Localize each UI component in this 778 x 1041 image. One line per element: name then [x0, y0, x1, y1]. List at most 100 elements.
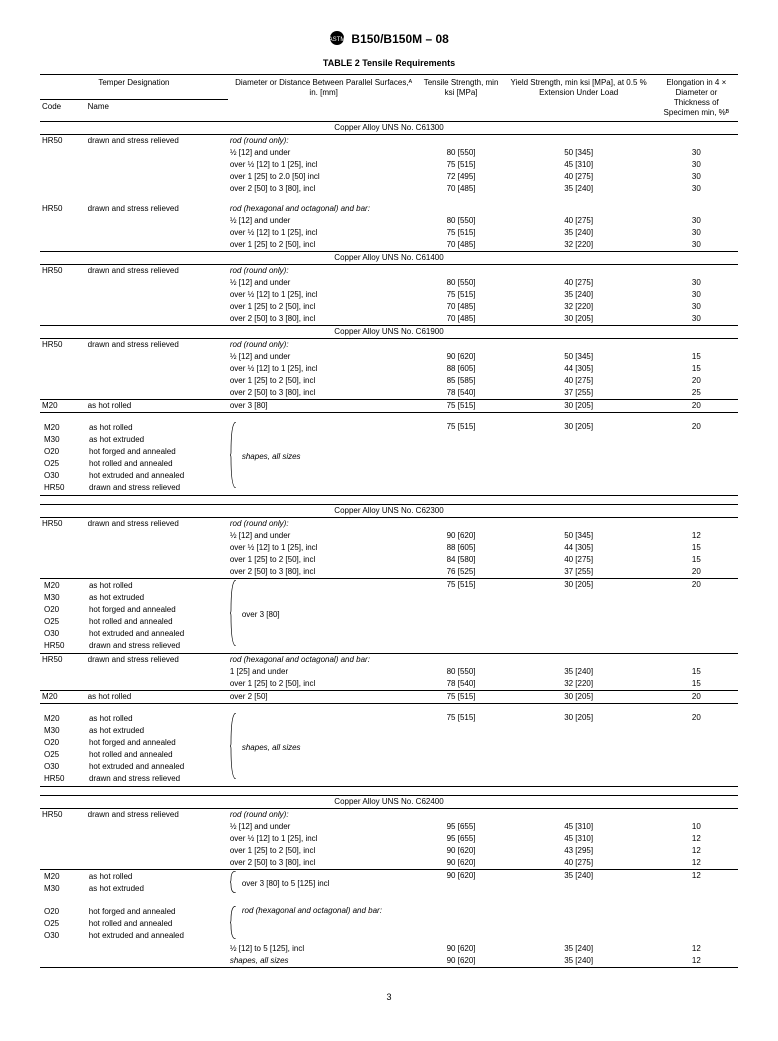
diam-desc: ½ [12] and under	[228, 530, 420, 542]
yield-val: 44 [305]	[503, 363, 655, 375]
yield-val: 30 [205]	[503, 712, 655, 787]
table-row: ½ [12] and under90 [620]50 [345]15	[40, 351, 738, 363]
elong-val: 15	[655, 678, 738, 691]
yield-val: 30 [205]	[503, 421, 655, 496]
temper-name: drawn and stress relieved	[86, 809, 228, 822]
doc-header: ASTM B150/B150M – 08	[40, 30, 738, 48]
elong-val: 30	[655, 301, 738, 313]
tensile-val: 70 [485]	[419, 301, 502, 313]
tensile-val: 78 [540]	[419, 678, 502, 691]
table-row: O20hot forged and annealedO25hot rolled …	[40, 905, 738, 943]
diam-desc: rod (hexagonal and octagonal) and bar:	[228, 203, 420, 215]
diam-desc: over ½ [12] to 1 [25], incl	[228, 363, 420, 375]
temper-name: hot extruded and annealed	[87, 761, 226, 773]
elong-val: 12	[655, 943, 738, 955]
elong-val: 15	[655, 351, 738, 363]
temper-name: as hot rolled	[87, 871, 226, 883]
table-row: over 1 [25] to 2 [50], incl84 [580]40 [2…	[40, 554, 738, 566]
table-row	[40, 195, 738, 203]
yield-val: 35 [240]	[503, 183, 655, 195]
temper-name: as hot rolled	[86, 400, 228, 413]
yield-val: 37 [255]	[503, 566, 655, 579]
tensile-val: 80 [550]	[419, 277, 502, 289]
diam-desc: rod (round only):	[228, 339, 420, 352]
temper-code: HR50	[42, 482, 87, 494]
diam-desc: over 1 [25] to 2 [50], incl	[228, 239, 420, 252]
table-row	[40, 413, 738, 422]
elong-val: 20	[655, 579, 738, 654]
yield-val: 45 [310]	[503, 821, 655, 833]
temper-code: HR50	[40, 809, 86, 822]
elong-val: 15	[655, 363, 738, 375]
brace-icon	[230, 713, 238, 782]
elong-val: 15	[655, 554, 738, 566]
table-row: over ½ [12] to 1 [25], incl88 [605]44 [3…	[40, 363, 738, 375]
diam-desc: rod (round only):	[228, 518, 420, 531]
yield-val: 40 [275]	[503, 554, 655, 566]
tensile-val: 75 [515]	[419, 691, 502, 704]
yield-val: 50 [345]	[503, 147, 655, 159]
diam-desc: over 1 [25] to 2 [50], incl	[228, 678, 420, 691]
tensile-val: 75 [515]	[419, 227, 502, 239]
elong-val: 30	[655, 171, 738, 183]
diam-desc: over ½ [12] to 1 [25], incl	[228, 833, 420, 845]
diam-desc: ½ [12] to 5 [125], incl	[228, 943, 420, 955]
diam-desc: over 3 [80]	[228, 400, 420, 413]
yield-val: 35 [240]	[503, 870, 655, 898]
table-row: M20as hot rolledover 3 [80]75 [515]30 [2…	[40, 400, 738, 413]
diam-desc: over 1 [25] to 2 [50], incl	[228, 845, 420, 857]
yield-val: 32 [220]	[503, 239, 655, 252]
table-row: over 1 [25] to 2 [50], incl85 [585]40 [2…	[40, 375, 738, 387]
tensile-val: 95 [655]	[419, 821, 502, 833]
table-row: M20as hot rolledM30as hot extrudedover 3…	[40, 870, 738, 898]
astm-logo-icon: ASTM	[329, 30, 345, 48]
table-row: HR50drawn and stress relievedrod (hexago…	[40, 654, 738, 667]
table-row: ½ [12] and under80 [550]40 [275]30	[40, 215, 738, 227]
tensile-val: 85 [585]	[419, 375, 502, 387]
diam-desc: over 1 [25] to 2 [50], incl	[228, 554, 420, 566]
temper-code: HR50	[40, 265, 86, 278]
hdr-elongation: Elongation in 4 × Diameter or Thickness …	[655, 75, 738, 122]
elong-val: 12	[655, 857, 738, 870]
elong-val: 12	[655, 955, 738, 968]
yield-val: 43 [295]	[503, 845, 655, 857]
table-row: HR50drawn and stress relievedrod (round …	[40, 518, 738, 531]
diam-desc: rod (hexagonal and octagonal) and bar:	[228, 905, 420, 943]
temper-code: O30	[42, 470, 87, 482]
temper-group: M20as hot rolledM30as hot extrudedO20hot…	[40, 421, 228, 496]
diam-desc: over ½ [12] to 1 [25], incl	[228, 159, 420, 171]
yield-val: 30 [205]	[503, 400, 655, 413]
temper-group: M20as hot rolledM30as hot extrudedO20hot…	[40, 579, 228, 654]
table-row: over ½ [12] to 1 [25], incl75 [515]35 [2…	[40, 289, 738, 301]
temper-code: M20	[42, 871, 87, 883]
elong-val: 30	[655, 227, 738, 239]
tensile-val: 75 [515]	[419, 289, 502, 301]
elong-val: 30	[655, 215, 738, 227]
temper-name: hot rolled and annealed	[87, 918, 226, 930]
yield-val: 40 [275]	[503, 215, 655, 227]
table-row: over 2 [50] to 3 [80], incl70 [485]30 [2…	[40, 313, 738, 326]
yield-val: 32 [220]	[503, 301, 655, 313]
temper-code: M20	[40, 691, 86, 704]
temper-name: hot forged and annealed	[87, 446, 226, 458]
tensile-val: 70 [485]	[419, 239, 502, 252]
table-row: over ½ [12] to 1 [25], incl75 [515]35 [2…	[40, 227, 738, 239]
brace-icon	[230, 580, 238, 649]
temper-name: drawn and stress relieved	[86, 518, 228, 531]
table-row: HR50drawn and stress relievedrod (hexago…	[40, 203, 738, 215]
alloy-section-header: Copper Alloy UNS No. C61900	[40, 326, 738, 339]
diam-desc: over ½ [12] to 1 [25], incl	[228, 289, 420, 301]
diam-desc: ½ [12] and under	[228, 821, 420, 833]
diam-desc: shapes, all sizes	[228, 421, 420, 496]
temper-code: O30	[42, 930, 87, 942]
elong-val: 30	[655, 183, 738, 195]
alloy-section-header: Copper Alloy UNS No. C62300	[40, 505, 738, 518]
tensile-val: 80 [550]	[419, 666, 502, 678]
elong-val: 20	[655, 421, 738, 496]
diam-desc: ½ [12] and under	[228, 147, 420, 159]
diam-desc: over 2 [50] to 3 [80], incl	[228, 857, 420, 870]
table-row: ½ [12] and under80 [550]40 [275]30	[40, 277, 738, 289]
tensile-val: 90 [620]	[419, 351, 502, 363]
temper-name: as hot extruded	[87, 434, 226, 446]
tensile-val: 78 [540]	[419, 387, 502, 400]
